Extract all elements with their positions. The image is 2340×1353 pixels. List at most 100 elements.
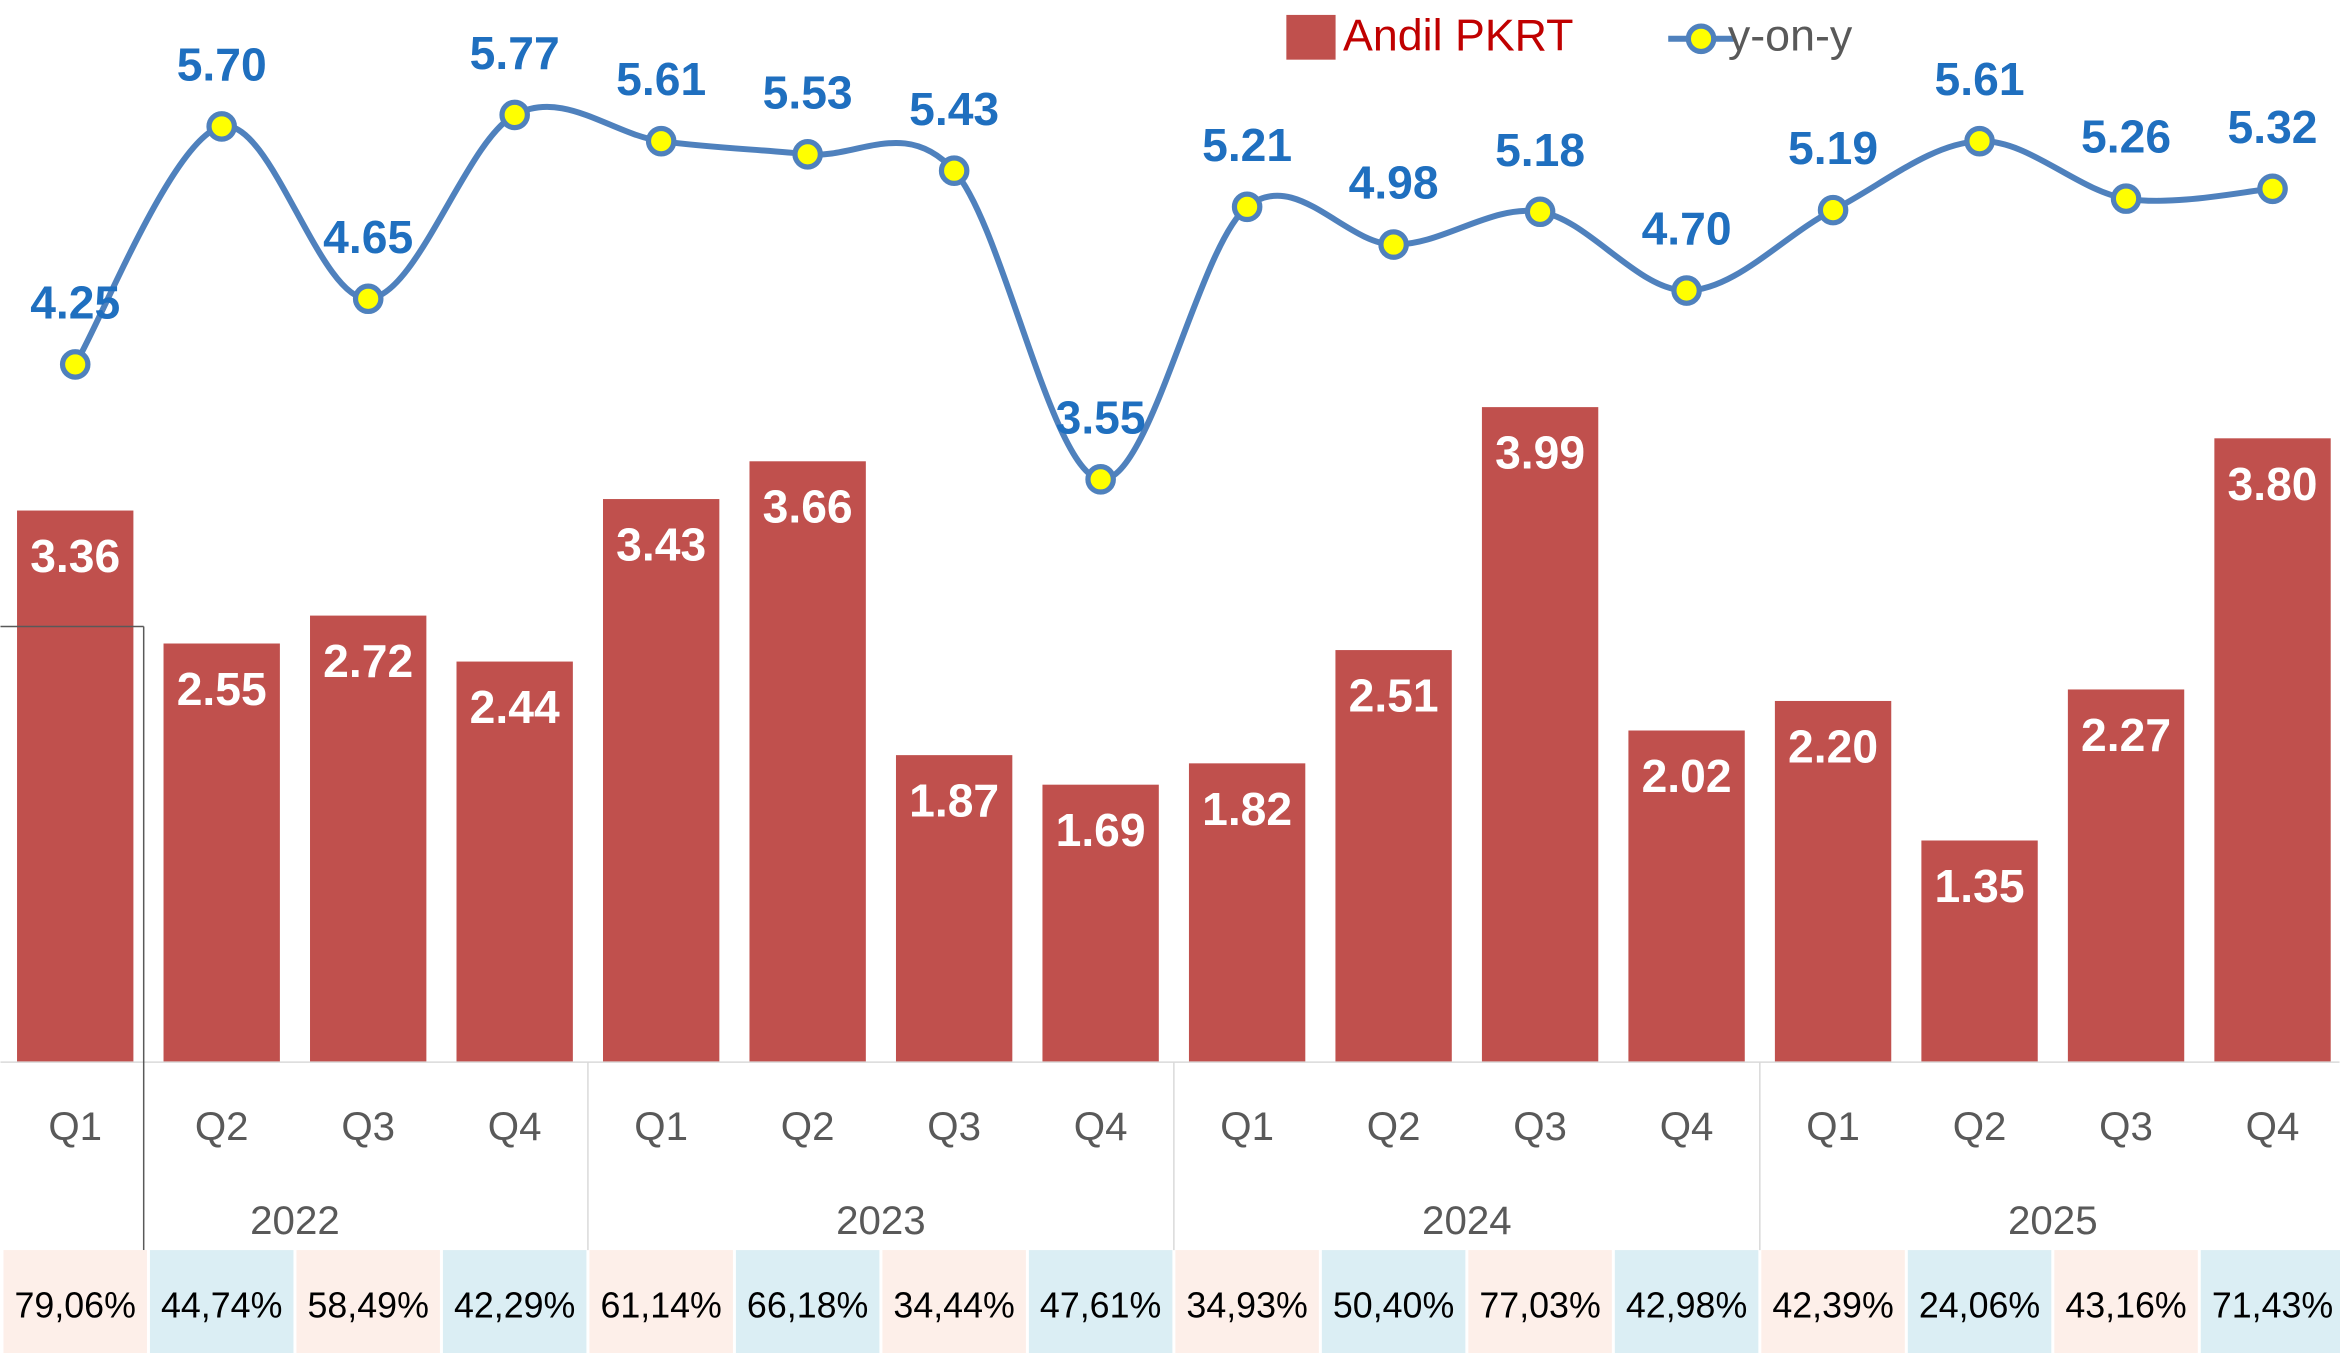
line-value-label: 5.19 [1788, 122, 1878, 174]
legend-label: y-on-y [1728, 11, 1853, 61]
share-cell [2200, 1250, 2340, 1353]
share-cell [1028, 1250, 1173, 1353]
line-value-label: 5.26 [2081, 111, 2171, 163]
bar [1335, 650, 1452, 1063]
bar-value-label: 1.35 [1935, 860, 2025, 912]
bar [163, 643, 280, 1063]
x-tick-label: Q3 [927, 1104, 981, 1149]
bar-value-label: 2.72 [323, 635, 413, 687]
bar [1481, 407, 1599, 1063]
share-label: 71,43% [2212, 1286, 2333, 1326]
share-cell [3, 1250, 147, 1353]
line-value-label: 5.77 [470, 27, 560, 79]
share-cell [2054, 1250, 2198, 1353]
bar [602, 499, 720, 1063]
bar-value-label: 2.20 [1788, 720, 1878, 772]
bar [2214, 438, 2331, 1063]
share-cell [1761, 1250, 1905, 1353]
x-tick-label: Q2 [1367, 1104, 1421, 1149]
line-value-label: 3.55 [1056, 391, 1146, 443]
share-label: 42,39% [1772, 1286, 1893, 1326]
line-marker [1378, 229, 1409, 260]
line-value-label: 4.70 [1642, 203, 1732, 255]
x-tick-label: Q1 [1220, 1104, 1274, 1149]
bar-value-label: 3.80 [2228, 458, 2318, 510]
line-marker [938, 155, 970, 187]
bar [310, 615, 427, 1063]
line-marker [2110, 183, 2142, 214]
group-label: 2022 [250, 1198, 340, 1243]
share-label: 58,49% [307, 1286, 428, 1326]
share-cell [735, 1250, 880, 1353]
bar-value-label: 1.69 [1056, 804, 1146, 856]
line-marker [499, 99, 530, 131]
line-marker [352, 283, 384, 315]
bar-value-label: 1.82 [1202, 783, 1292, 835]
share-cell [882, 1250, 1026, 1353]
line-marker [206, 111, 237, 142]
x-tick-label: Q4 [488, 1104, 542, 1149]
share-cell [1175, 1250, 1319, 1353]
share-label: 24,06% [1919, 1286, 2040, 1326]
bar [749, 461, 866, 1063]
line-value-label: 5.61 [1935, 53, 2025, 105]
share-label: 77,03% [1479, 1286, 1600, 1326]
share-cell [296, 1250, 440, 1353]
bar [17, 510, 134, 1063]
share-cell [589, 1250, 733, 1353]
x-tick-label: Q4 [1074, 1104, 1128, 1149]
share-label: 43,16% [2065, 1286, 2186, 1326]
line-marker [1231, 191, 1263, 223]
x-tick-label: Q1 [1806, 1104, 1860, 1149]
share-label: 42,98% [1626, 1286, 1747, 1326]
bar-value-label: 1.87 [909, 775, 999, 827]
line-value-label: 5.43 [909, 83, 999, 135]
line-value-label: 5.21 [1202, 119, 1292, 171]
share-label: 61,14% [600, 1286, 721, 1326]
line-marker [1085, 464, 1116, 495]
bar [895, 755, 1013, 1063]
line-marker [792, 139, 823, 170]
line-marker [1671, 275, 1702, 306]
bar [1774, 700, 1892, 1063]
legend-label: Andil PKRT [1343, 11, 1573, 61]
x-tick-label: Q1 [634, 1104, 688, 1149]
group-label: 2025 [2008, 1198, 2098, 1243]
bar [1628, 730, 1745, 1063]
line-marker [2257, 173, 2288, 205]
x-tick-label: Q3 [341, 1104, 395, 1149]
share-label: 47,61% [1040, 1286, 1161, 1326]
share-label: 42,29% [454, 1286, 575, 1326]
x-tick-label: Q4 [1660, 1104, 1714, 1149]
line-value-label: 5.32 [2228, 101, 2318, 153]
x-tick-label: Q3 [2099, 1104, 2153, 1149]
bar-value-label: 2.51 [1349, 670, 1439, 722]
bar-value-label: 2.27 [2081, 709, 2171, 761]
x-tick-label: Q2 [1953, 1104, 2007, 1149]
bar-value-label: 3.66 [763, 481, 853, 533]
line-value-label: 5.53 [763, 66, 853, 118]
share-cell [1614, 1250, 1759, 1353]
share-label: 66,18% [747, 1286, 868, 1326]
line-marker [1524, 196, 1556, 228]
line-value-label: 5.70 [177, 38, 267, 90]
x-tick-label: Q3 [1513, 1104, 1567, 1149]
line-marker [645, 125, 677, 157]
line-value-label: 4.25 [30, 276, 120, 328]
share-label: 44,74% [161, 1286, 282, 1326]
share-label: 79,06% [15, 1286, 136, 1326]
share-label: 50,40% [1333, 1286, 1454, 1326]
bar-value-label: 2.55 [177, 663, 267, 715]
line-value-label: 5.18 [1495, 124, 1585, 176]
line-marker [1964, 125, 1995, 157]
x-tick-label: Q2 [781, 1104, 835, 1149]
share-cell [1321, 1250, 1466, 1353]
line-value-label: 4.98 [1349, 157, 1439, 209]
bar [2067, 689, 2185, 1063]
share-cell [1907, 1250, 2052, 1353]
line-value-label: 4.65 [323, 211, 413, 263]
x-tick-label: Q2 [195, 1104, 249, 1149]
bar-value-label: 3.99 [1495, 427, 1585, 479]
bar-value-label: 3.36 [30, 530, 120, 582]
